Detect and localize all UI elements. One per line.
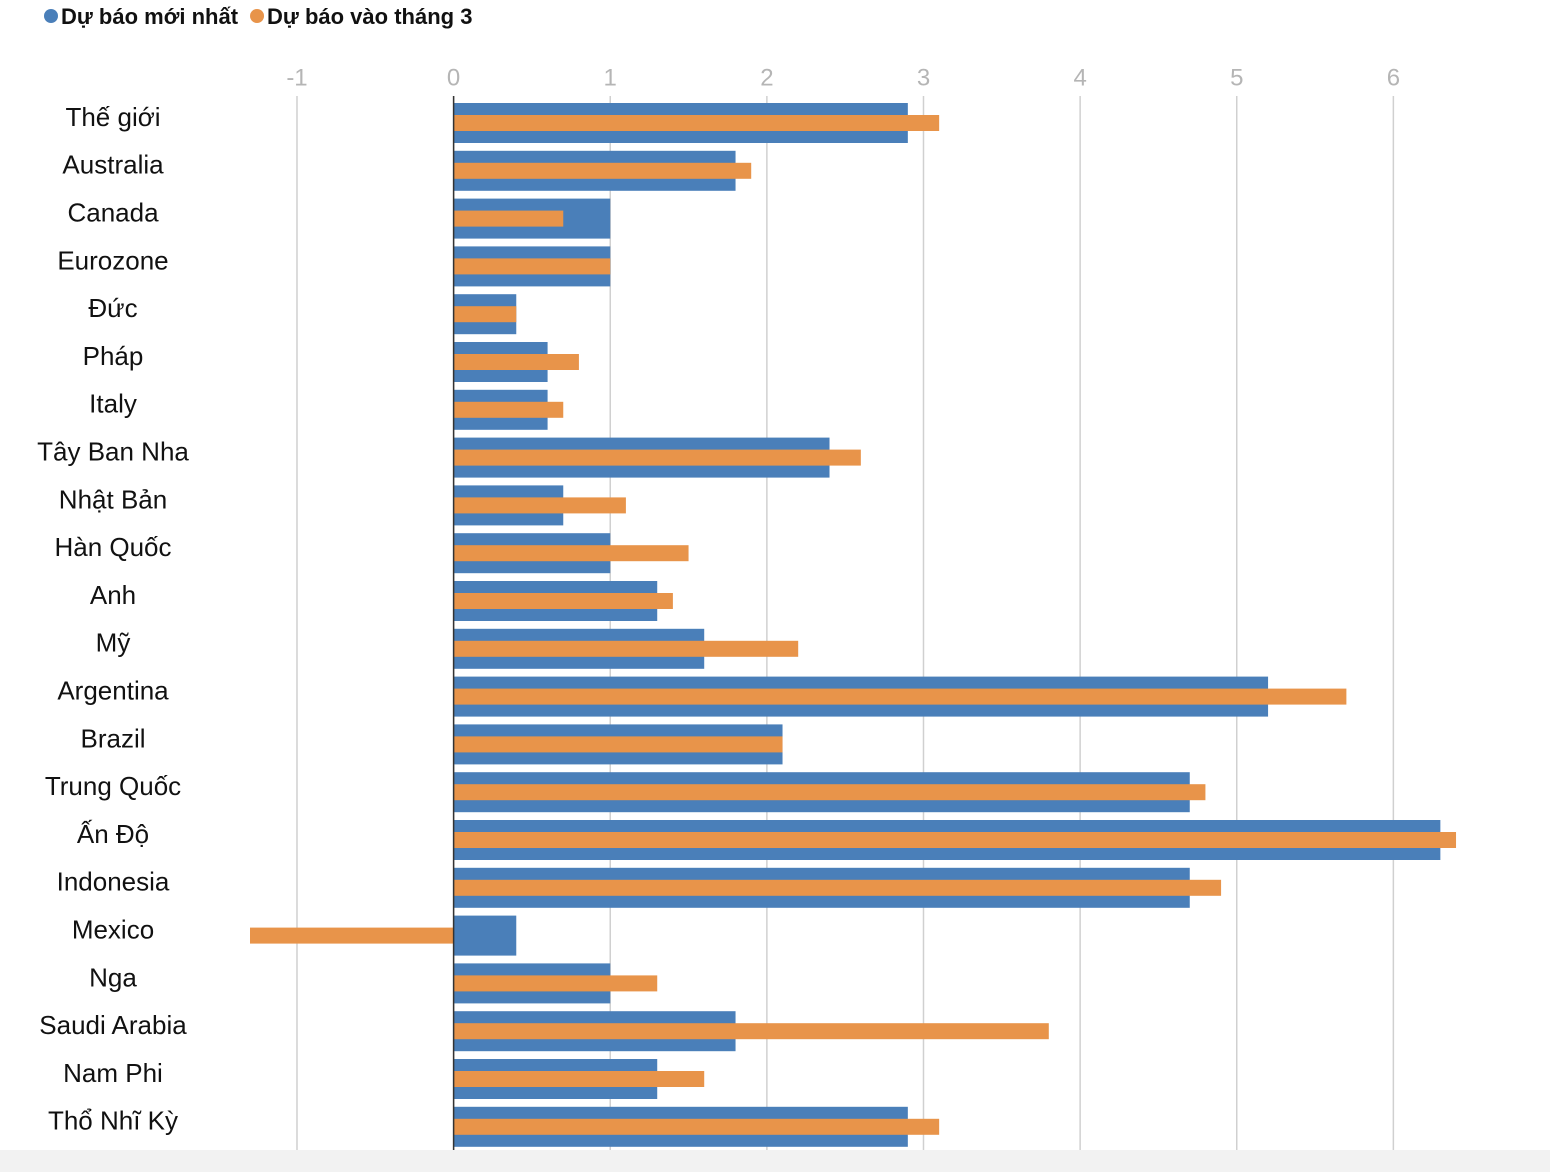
bar <box>453 688 1347 705</box>
y-tick-label: Canada <box>67 197 159 227</box>
bar <box>453 258 611 275</box>
bar <box>453 736 783 753</box>
bar <box>453 401 564 418</box>
bar <box>453 1118 940 1135</box>
y-tick-label: Saudi Arabia <box>39 1010 187 1040</box>
legend-label: Dự báo mới nhất <box>61 4 239 29</box>
y-tick-label: Thổ Nhĩ Kỳ <box>48 1106 178 1136</box>
x-tick-label: -1 <box>286 64 307 91</box>
y-tick-label: Argentina <box>57 675 169 705</box>
bar <box>453 832 1457 848</box>
bar <box>453 640 799 657</box>
y-tick-label: Đức <box>88 293 137 323</box>
bar <box>453 497 626 514</box>
x-tick-label: 1 <box>604 64 617 91</box>
bar <box>453 354 579 370</box>
bar <box>453 915 517 956</box>
y-tick-label: Italy <box>89 389 137 419</box>
x-tick-label: 2 <box>760 64 773 91</box>
bar <box>453 449 861 466</box>
y-tick-label: Indonesia <box>57 867 170 897</box>
x-tick-label: 5 <box>1230 64 1243 91</box>
bar <box>453 593 673 609</box>
y-tick-label: Trung Quốc <box>45 771 181 801</box>
bar <box>453 975 658 992</box>
y-tick-label: Anh <box>90 580 136 610</box>
y-tick-label: Australia <box>62 150 164 180</box>
bar <box>453 115 940 131</box>
y-tick-label: Eurozone <box>57 245 168 275</box>
y-tick-label: Mexico <box>72 914 154 944</box>
bar <box>453 1023 1049 1040</box>
y-tick-label: Pháp <box>83 341 144 371</box>
legend-marker <box>44 9 58 23</box>
bar <box>453 784 1206 801</box>
bar <box>453 306 517 323</box>
y-tick-label: Thế giới <box>65 102 160 132</box>
legend-label: Dự báo vào tháng 3 <box>267 4 472 29</box>
y-tick-label: Mỹ <box>96 628 131 658</box>
bar <box>250 927 454 944</box>
y-tick-label: Ấn Độ <box>77 819 149 849</box>
y-tick-label: Nhật Bản <box>59 484 167 514</box>
legend-marker <box>250 9 265 23</box>
bar <box>453 210 564 227</box>
x-tick-label: 4 <box>1073 64 1086 91</box>
y-tick-label: Nga <box>89 962 137 992</box>
bar <box>453 162 752 179</box>
bottom-strip <box>0 1150 1550 1172</box>
y-tick-label: Nam Phi <box>63 1058 163 1088</box>
x-tick-label: 3 <box>917 64 930 91</box>
bar <box>453 545 689 562</box>
y-tick-label: Hàn Quốc <box>54 532 171 562</box>
x-tick-label: 6 <box>1387 64 1400 91</box>
y-tick-label: Brazil <box>80 723 145 753</box>
bar <box>453 1071 705 1087</box>
x-tick-label: 0 <box>447 64 460 91</box>
bar <box>453 879 1222 896</box>
y-tick-label: Tây Ban Nha <box>37 436 189 466</box>
